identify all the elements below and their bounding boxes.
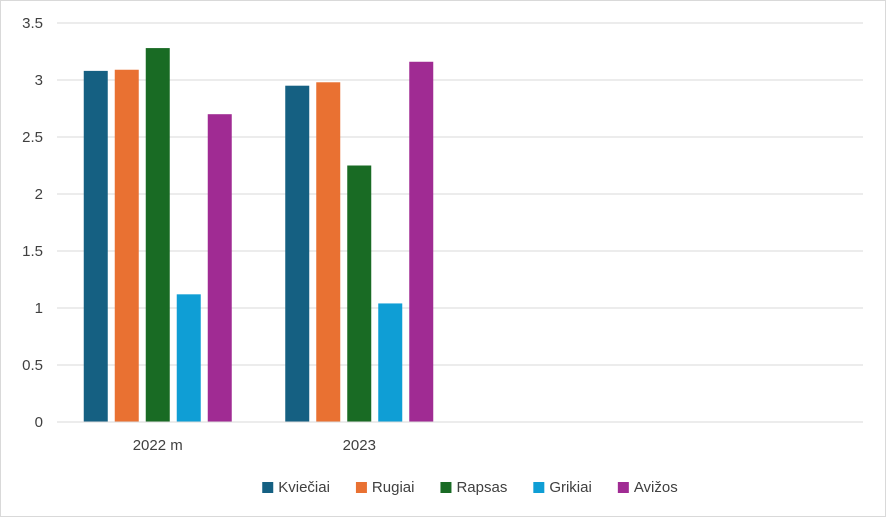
legend-label: Rugiai [372, 479, 415, 496]
legend: Kviečiai Rugiai Rapsas Grikiai Avižos [262, 479, 678, 496]
y-tick-label: 0 [35, 414, 43, 431]
y-tick-label: 2.5 [22, 129, 43, 146]
legend-label: Rapsas [456, 479, 507, 496]
legend-swatch-2 [355, 482, 367, 493]
bar-5-1 [207, 114, 232, 422]
legend-label: Grikiai [549, 479, 592, 496]
x-tick-label: 2022 m [133, 437, 183, 454]
legend-swatch-1 [262, 482, 274, 493]
y-tick-label: 3 [35, 72, 43, 89]
bar-1-1 [83, 70, 108, 422]
y-tick-label: 2 [35, 186, 43, 203]
bar-4-1 [176, 294, 201, 422]
y-tick-label: 0.5 [22, 357, 43, 374]
y-tick-label: 3.5 [22, 15, 43, 32]
legend-swatch-4 [533, 482, 545, 493]
bar-4-2 [378, 303, 403, 422]
legend-label: Avižos [634, 479, 678, 496]
bar-1-2 [285, 85, 310, 422]
x-tick-label: 2023 [343, 437, 376, 454]
bar-3-2 [347, 165, 372, 422]
bar-5-2 [409, 61, 434, 422]
bar-2-2 [316, 82, 341, 422]
legend-swatch-5 [617, 482, 629, 493]
x-axis-ticks: 2022 m 2023 [133, 437, 376, 454]
legend-label: Kviečiai [278, 479, 330, 496]
bar-2-1 [114, 69, 139, 423]
bars [83, 48, 434, 423]
legend-swatch-3 [440, 482, 452, 493]
y-tick-label: 1.5 [22, 243, 43, 260]
bar-3-1 [145, 48, 170, 422]
y-tick-label: 1 [35, 300, 43, 317]
y-axis-ticks: 0 0.5 1 1.5 2 2.5 3 3.5 [22, 15, 43, 431]
